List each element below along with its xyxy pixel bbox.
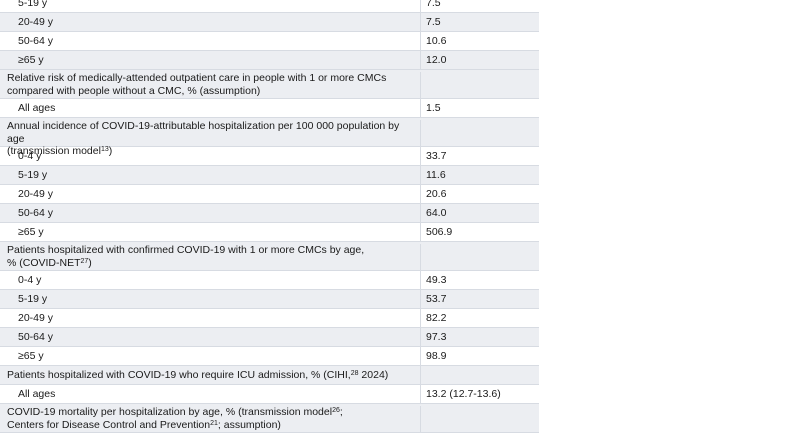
- age-label: 20-49 y: [18, 312, 54, 324]
- section-title: Relative risk of medically-attended outp…: [7, 72, 387, 97]
- section-header: Annual incidence of COVID-19-attributabl…: [0, 118, 539, 157]
- table-row: 5-19 y 7.5: [0, 0, 539, 13]
- section-header: Patients hospitalized with confirmed COV…: [0, 242, 539, 271]
- value-cell: 53.7: [420, 290, 539, 308]
- table-row: ≥65 y 98.9: [0, 347, 539, 366]
- age-label: 5-19 y: [18, 293, 48, 305]
- table-row: 50-64 y 97.3: [0, 328, 539, 347]
- table-row: 50-64 y 10.6: [0, 32, 539, 51]
- value-cell: 506.9: [420, 223, 539, 241]
- age-label: 5-19 y: [18, 169, 48, 181]
- age-label: All ages: [18, 388, 56, 400]
- value-cell: 82.2: [420, 309, 539, 327]
- citation-superscript: 21: [210, 419, 218, 427]
- value-cell: 97.3: [420, 328, 539, 346]
- citation-superscript: 13: [100, 146, 109, 153]
- age-label: ≥65 y: [18, 350, 44, 362]
- section-header: Patients hospitalized with COVID-19 who …: [0, 366, 539, 385]
- table-row: All ages 1.5: [0, 99, 539, 118]
- value-cell-empty: [420, 72, 539, 98]
- age-label: 5-19 y: [18, 0, 48, 9]
- table-row: ≥65 y 506.9: [0, 223, 539, 242]
- age-label: 20-49 y: [18, 188, 54, 200]
- age-label: All ages: [18, 102, 56, 114]
- section-title: Annual incidence of COVID-19-attributabl…: [7, 120, 400, 157]
- table-row: 20-49 y 7.5: [0, 13, 539, 32]
- value-cell: 98.9: [420, 347, 539, 365]
- table-row: 0-4 y 49.3: [0, 271, 539, 290]
- age-label: 20-49 y: [18, 16, 54, 28]
- section-title: Patients hospitalized with confirmed COV…: [7, 244, 365, 269]
- section-title: Patients hospitalized with COVID-19 who …: [7, 369, 389, 381]
- value-cell: 10.6: [420, 32, 539, 50]
- age-label: 50-64 y: [18, 331, 54, 343]
- citation-superscript: 27: [80, 257, 89, 265]
- value-cell: 33.7: [420, 147, 539, 165]
- table-row: 50-64 y 64.0: [0, 204, 539, 223]
- age-label: 0-4 y: [18, 274, 42, 286]
- value-cell-empty: [420, 406, 539, 432]
- value-cell: 7.5: [420, 0, 539, 12]
- value-cell: 49.3: [420, 271, 539, 289]
- table-row: 20-49 y 20.6: [0, 185, 539, 204]
- value-cell-empty: [420, 120, 539, 146]
- section-header: Relative risk of medically-attended outp…: [0, 70, 539, 99]
- age-label: 50-64 y: [18, 207, 54, 219]
- table-row: All ages 13.2 (12.7-13.6): [0, 385, 539, 404]
- value-cell: 11.6: [420, 166, 539, 184]
- age-label: ≥65 y: [18, 54, 44, 66]
- age-label: 50-64 y: [18, 35, 54, 47]
- citation-superscript: 28: [350, 370, 359, 377]
- table-row: 20-49 y 82.2: [0, 309, 539, 328]
- value-cell-empty: [420, 244, 539, 270]
- value-cell: 64.0: [420, 204, 539, 222]
- citation-superscript: 26: [332, 407, 340, 414]
- value-cell: 12.0: [420, 51, 539, 69]
- age-label: ≥65 y: [18, 226, 44, 238]
- table-row: 0-4 y 33.7: [0, 147, 539, 166]
- data-table: 5-19 y 7.5 20-49 y 7.5 50-64 y 10.6 ≥65 …: [0, 0, 539, 433]
- value-cell: 20.6: [420, 185, 539, 203]
- table-row: 5-19 y 53.7: [0, 290, 539, 309]
- table-row: 5-19 y 11.6: [0, 166, 539, 185]
- value-cell-empty: [420, 366, 539, 384]
- table-row: ≥65 y 12.0: [0, 51, 539, 70]
- value-cell: 7.5: [420, 13, 539, 31]
- age-label: 0-4 y: [18, 150, 42, 162]
- value-cell: 13.2 (12.7-13.6): [420, 385, 539, 403]
- value-cell: 1.5: [420, 99, 539, 117]
